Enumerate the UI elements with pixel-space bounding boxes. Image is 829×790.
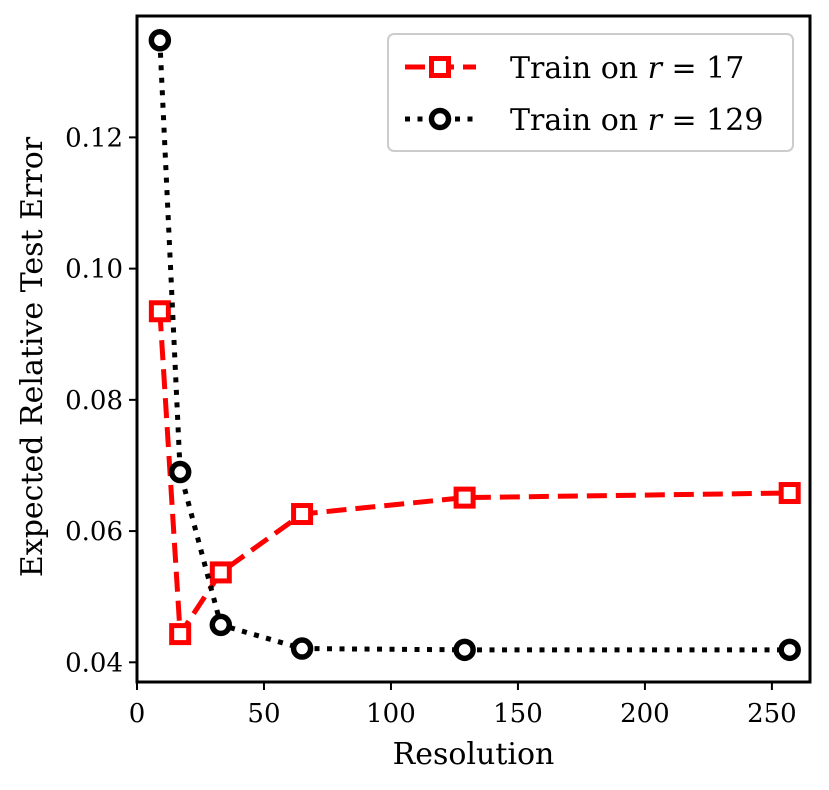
legend-label-prefix: Train on bbox=[510, 51, 648, 86]
y-tick-label: 0.06 bbox=[65, 517, 123, 547]
data-point bbox=[168, 460, 192, 484]
series-2 bbox=[148, 29, 801, 662]
series-line-1 bbox=[157, 311, 790, 637]
x-axis: 0 50 100 150 200 250 bbox=[129, 682, 797, 729]
data-point bbox=[148, 300, 171, 323]
data-point bbox=[169, 623, 192, 646]
legend-marker bbox=[429, 56, 451, 78]
series-line-2 bbox=[157, 40, 790, 653]
legend-label-suffix: = 17 bbox=[662, 51, 744, 86]
legend-label-variable: r bbox=[648, 51, 664, 86]
legend-label-prefix: Train on bbox=[510, 103, 648, 138]
series-1 bbox=[148, 300, 801, 646]
legend-box bbox=[387, 33, 794, 152]
legend-label: Train on r = 17 bbox=[510, 51, 744, 86]
y-axis-label: Expected Relative Test Error bbox=[15, 136, 50, 577]
x-tick-label: 150 bbox=[493, 699, 543, 729]
data-point bbox=[148, 29, 172, 52]
legend-label: Train on r = 129 bbox=[510, 103, 763, 138]
y-tick-label: 0.08 bbox=[65, 386, 123, 416]
data-point bbox=[209, 561, 232, 584]
x-axis-label: Resolution bbox=[393, 737, 555, 772]
plot-frame bbox=[135, 14, 812, 684]
data-point bbox=[778, 638, 801, 662]
y-tick-label: 0.12 bbox=[65, 123, 123, 153]
data-point bbox=[453, 486, 476, 509]
y-axis: 0.04 0.06 0.08 0.10 0.12 bbox=[65, 123, 137, 678]
y-tick-label: 0.10 bbox=[65, 255, 123, 285]
legend-label-suffix: = 129 bbox=[662, 103, 763, 138]
legend-item: Train on r = 17 bbox=[405, 51, 744, 86]
x-tick-label: 50 bbox=[247, 699, 280, 729]
data-point bbox=[209, 613, 233, 637]
legend-item: Train on r = 129 bbox=[405, 103, 763, 138]
legend-label-variable: r bbox=[648, 103, 664, 138]
legend-marker bbox=[428, 107, 452, 131]
x-tick-label: 100 bbox=[366, 699, 416, 729]
x-tick-label: 200 bbox=[620, 699, 670, 729]
data-point bbox=[290, 637, 314, 660]
x-tick-label: 250 bbox=[747, 699, 797, 729]
data-point bbox=[778, 482, 801, 505]
y-tick-label: 0.04 bbox=[65, 648, 123, 678]
x-tick-label: 0 bbox=[129, 699, 146, 729]
series-layer bbox=[148, 29, 801, 662]
data-point bbox=[453, 638, 476, 662]
data-point bbox=[291, 503, 314, 526]
